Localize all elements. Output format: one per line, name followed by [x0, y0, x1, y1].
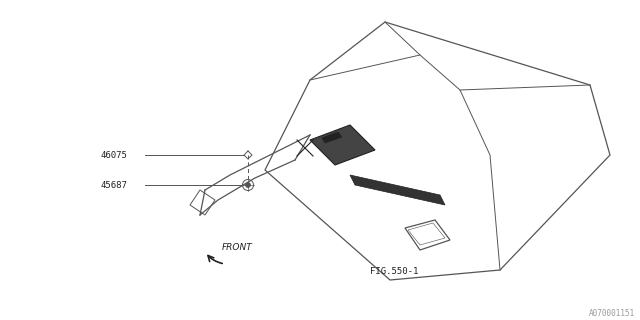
Text: 45687: 45687 [100, 180, 127, 189]
Text: A070001151: A070001151 [589, 308, 635, 317]
Polygon shape [322, 132, 342, 143]
Circle shape [246, 182, 250, 188]
Text: 46075: 46075 [100, 150, 127, 159]
Polygon shape [310, 125, 375, 165]
Text: FIG.550-1: FIG.550-1 [370, 268, 419, 276]
Polygon shape [350, 175, 445, 205]
Text: FRONT: FRONT [222, 243, 253, 252]
